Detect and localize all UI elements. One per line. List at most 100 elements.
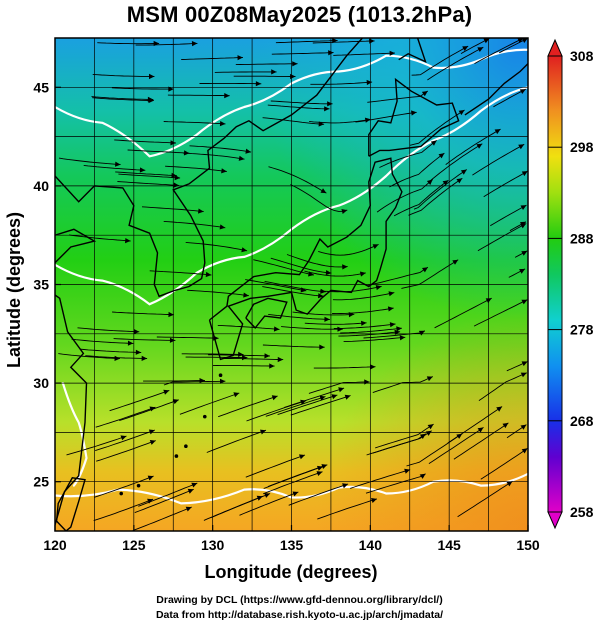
island-marker bbox=[218, 373, 223, 378]
streamline-arrowhead bbox=[388, 291, 395, 297]
streamline bbox=[97, 42, 160, 45]
streamline-arrowhead bbox=[238, 155, 245, 161]
colorbar-scale bbox=[547, 55, 563, 513]
streamline-arrowhead bbox=[389, 50, 395, 56]
y-tick-label: 40 bbox=[33, 178, 49, 194]
streamline bbox=[94, 475, 154, 498]
streamline bbox=[365, 473, 426, 494]
streamline-arrowhead bbox=[324, 316, 330, 322]
streamline bbox=[85, 355, 148, 359]
streamline bbox=[262, 286, 324, 297]
streamline bbox=[189, 145, 252, 153]
x-tick-label: 140 bbox=[359, 537, 383, 553]
streamline bbox=[58, 353, 121, 360]
streamline bbox=[312, 40, 375, 44]
streamline-arrowhead bbox=[219, 121, 226, 127]
streamline bbox=[265, 396, 326, 417]
streamline bbox=[163, 380, 226, 386]
streamline-arrowhead bbox=[300, 287, 307, 293]
streamline bbox=[68, 234, 131, 242]
streamline-arrowhead bbox=[199, 378, 205, 384]
streamline-arrowhead bbox=[147, 96, 154, 102]
streamline bbox=[313, 366, 376, 369]
x-axis-ticks: 120 125 130 135 140 145 150 bbox=[43, 525, 540, 553]
streamline bbox=[263, 471, 323, 495]
colorbar-tick-label: 258 bbox=[570, 504, 594, 520]
streamline bbox=[92, 73, 155, 77]
island-marker bbox=[202, 414, 207, 419]
streamline-arrowhead bbox=[411, 110, 417, 116]
streamline-arrowhead bbox=[426, 376, 433, 382]
streamline-arrowhead bbox=[442, 180, 449, 186]
streamline-arrowhead bbox=[163, 389, 170, 395]
streamline-arrowhead bbox=[319, 395, 326, 401]
streamline-arrowhead bbox=[238, 351, 244, 357]
streamline bbox=[428, 427, 484, 464]
streamline bbox=[286, 254, 348, 268]
streamline bbox=[212, 365, 275, 367]
streamline bbox=[262, 344, 325, 348]
streamline bbox=[185, 356, 248, 359]
y-tick-label: 45 bbox=[33, 79, 49, 95]
streamline-arrowhead bbox=[438, 153, 445, 159]
streamline bbox=[304, 270, 366, 277]
x-tick-label: 120 bbox=[43, 537, 67, 553]
colorbar-tick-label: 298 bbox=[570, 139, 594, 155]
streamline bbox=[246, 400, 307, 422]
streamline bbox=[268, 166, 327, 194]
streamline bbox=[91, 96, 154, 100]
streamline bbox=[267, 104, 330, 110]
y-tick-label: 35 bbox=[33, 277, 49, 293]
streamline-arrowhead bbox=[191, 41, 198, 47]
streamline-arrowhead bbox=[205, 271, 212, 278]
streamline-arrowhead bbox=[521, 38, 528, 43]
streamline-arrowhead bbox=[219, 224, 226, 230]
streamline bbox=[214, 71, 277, 73]
streamline-arrowhead bbox=[153, 40, 160, 47]
streamline-arrowhead bbox=[426, 179, 433, 185]
y-tick-label: 30 bbox=[33, 375, 49, 391]
colorbar-tick-label: 278 bbox=[570, 322, 594, 338]
streamline-arrowhead bbox=[148, 429, 155, 435]
streamline-arrowhead bbox=[520, 221, 526, 227]
streamline-arrowhead bbox=[300, 399, 307, 405]
streamline bbox=[490, 204, 527, 227]
streamline-arrowhead bbox=[521, 299, 528, 305]
streamline bbox=[413, 169, 468, 210]
x-axis-label: Longitude (degrees) bbox=[204, 562, 377, 582]
streamline bbox=[79, 348, 142, 353]
streamline bbox=[270, 100, 333, 105]
streamline-arrowhead bbox=[332, 38, 338, 44]
streamline-arrowhead bbox=[331, 394, 338, 400]
streamline-arrowhead bbox=[269, 363, 275, 369]
streamline-arrowhead bbox=[245, 148, 252, 154]
streamline-arrowhead bbox=[519, 268, 526, 274]
streamline bbox=[268, 313, 330, 320]
colorbar: 308 298 288 278 268 258 bbox=[547, 38, 594, 530]
streamline-arrowhead bbox=[149, 440, 156, 445]
streamline-arrowhead bbox=[241, 247, 248, 253]
streamline bbox=[264, 280, 326, 293]
streamline bbox=[185, 241, 248, 252]
streamline bbox=[211, 493, 271, 518]
streamline-arrowhead bbox=[456, 178, 463, 184]
streamline bbox=[206, 429, 267, 453]
streamline bbox=[117, 181, 180, 186]
y-axis-ticks: 25 30 35 40 45 bbox=[33, 79, 61, 490]
coastline-segment bbox=[464, 63, 528, 116]
streamline-arrowhead bbox=[348, 312, 355, 318]
colorbar-lower-arrow bbox=[547, 511, 563, 530]
streamline bbox=[493, 88, 527, 108]
streamline bbox=[473, 299, 528, 327]
streamline-arrowhead bbox=[319, 344, 325, 350]
streamline bbox=[308, 381, 370, 394]
streamline bbox=[71, 338, 134, 344]
streamline-arrowhead bbox=[476, 143, 483, 149]
streamline-arrowhead bbox=[242, 355, 248, 361]
streamline-arrowhead bbox=[173, 182, 180, 188]
streamline-arrowhead bbox=[127, 340, 134, 346]
wind-streamlines bbox=[58, 38, 528, 531]
streamline bbox=[112, 311, 174, 316]
streamline-arrowhead bbox=[404, 468, 411, 474]
